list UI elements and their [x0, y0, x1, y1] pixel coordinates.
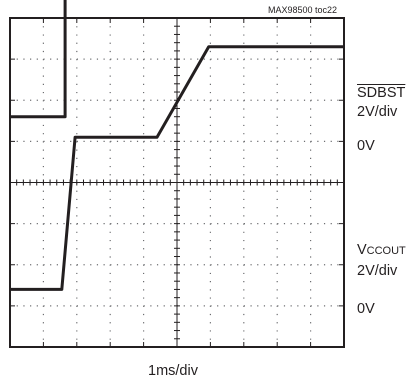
channel-2-ground-label: 0V	[357, 301, 375, 317]
trace-vccout-line	[10, 45, 344, 291]
channel-2-name: VCCOUT	[357, 243, 406, 258]
channel-2-scale: 2V/div	[357, 263, 398, 279]
channel-2-name-sub: CCOUT	[366, 245, 406, 257]
channel-1-ground-label: 0V	[357, 138, 375, 154]
plot-frame	[9, 17, 345, 348]
time-scale-label: 1ms/div	[148, 363, 198, 379]
traces	[10, 0, 344, 291]
channel-2-name-main: V	[357, 242, 367, 258]
channel-1-scale: 2V/div	[357, 104, 398, 120]
channel-1-name: SDBST	[357, 86, 405, 101]
channel-1-name-main: SDBST	[357, 85, 406, 101]
figure-tag: MAX98500 toc22	[268, 5, 338, 15]
grid	[10, 18, 344, 347]
trace-sdbst-line	[10, 0, 67, 119]
